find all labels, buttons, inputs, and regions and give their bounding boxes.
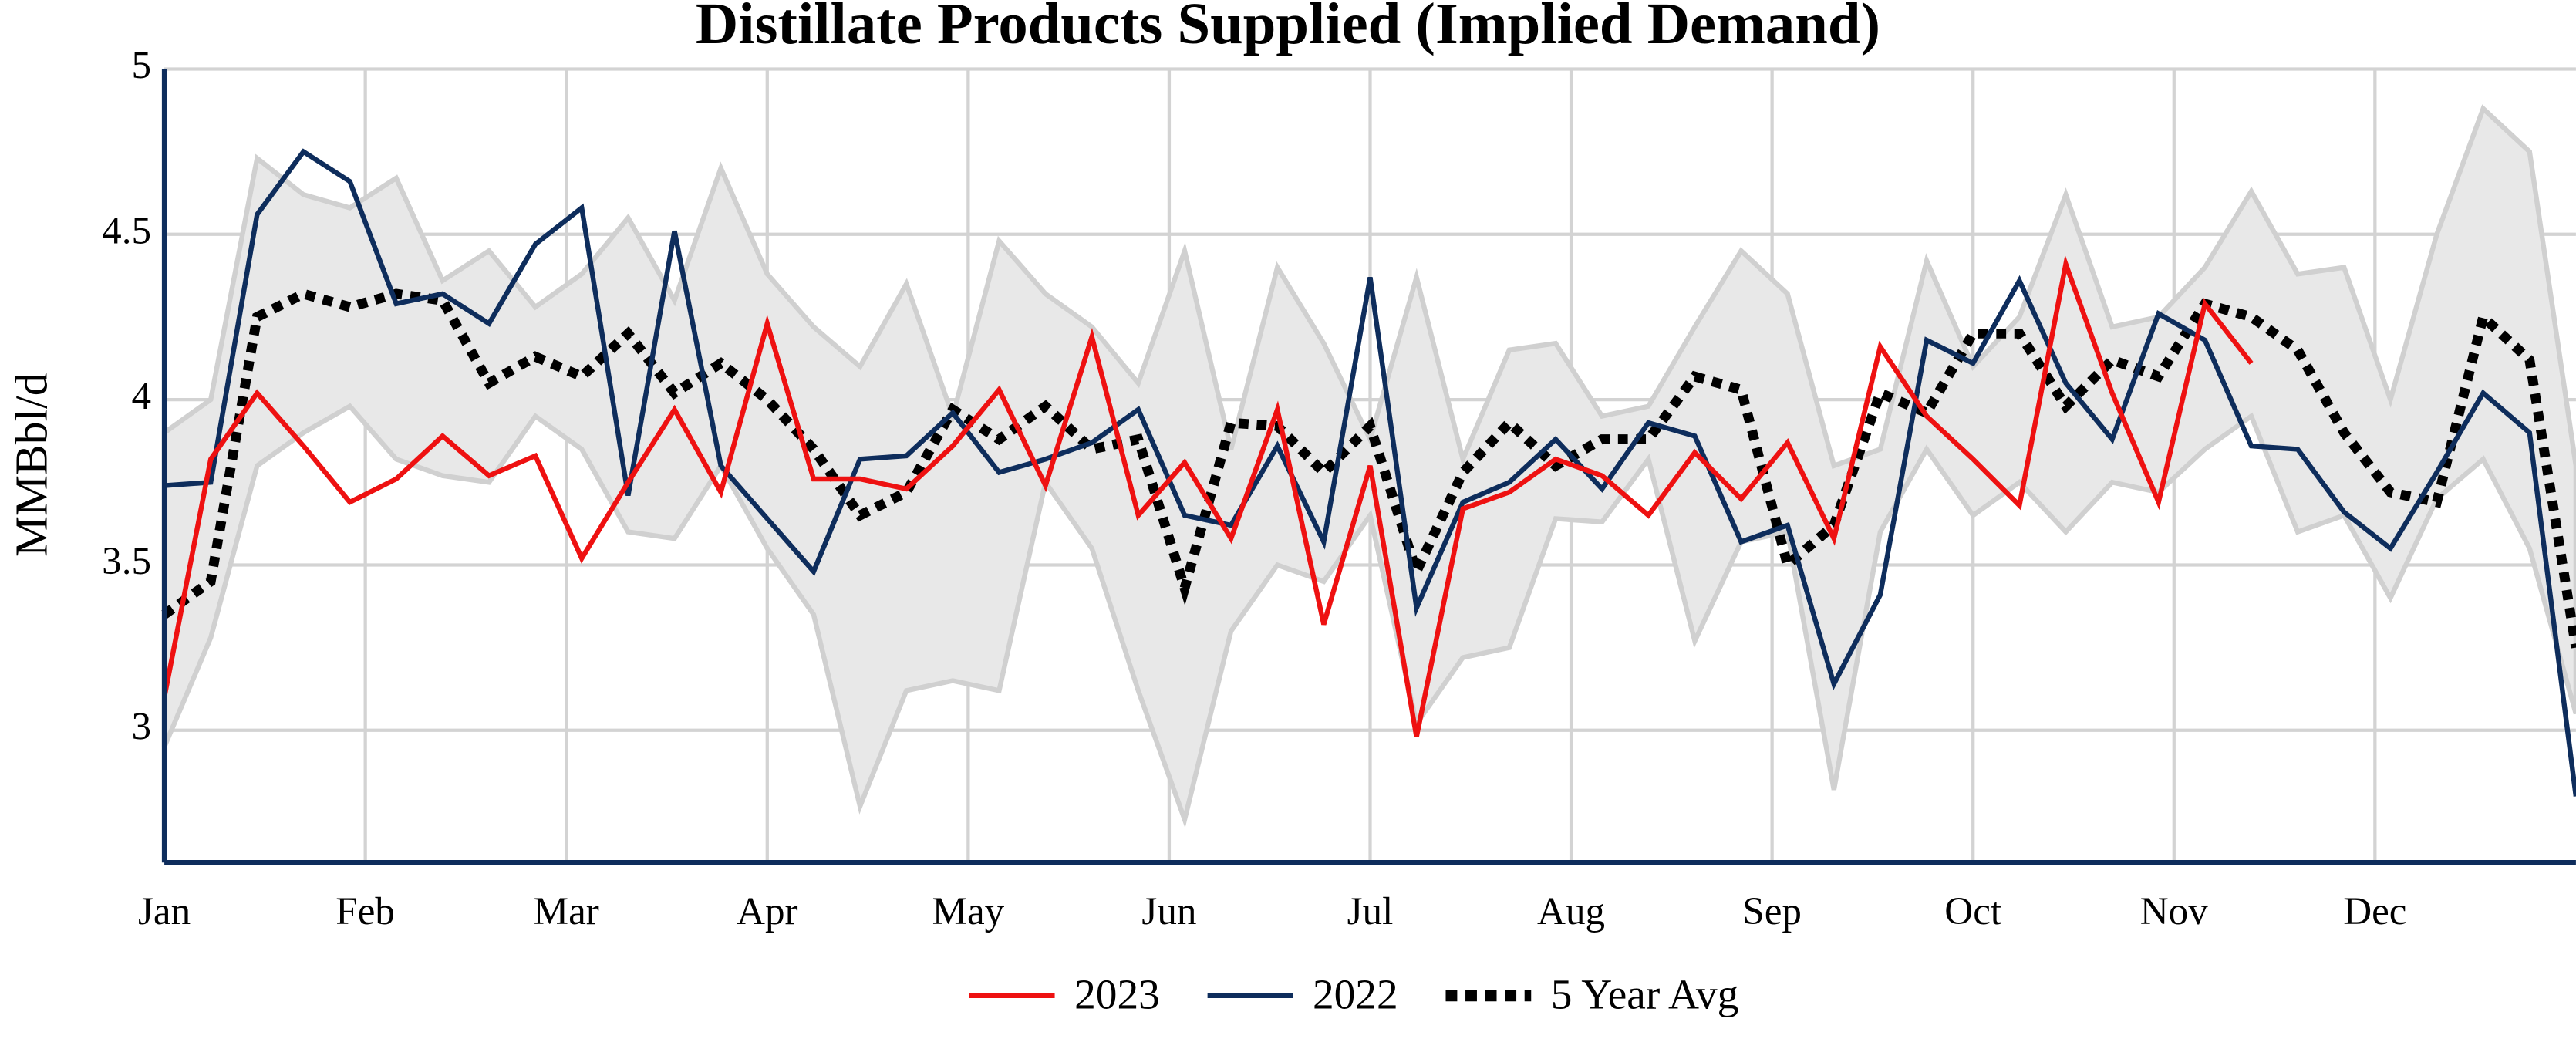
y-tick-label: 3	[131, 705, 151, 749]
series-line	[164, 148, 2576, 797]
x-tick-label: May	[932, 889, 1005, 933]
x-tick-label: Jun	[1141, 889, 1196, 933]
y-tick-label: 5	[131, 43, 151, 87]
x-tick-label: Jul	[1347, 889, 1394, 933]
chart-title: Distillate Products Supplied (Implied De…	[696, 0, 1880, 56]
x-tick-label: Apr	[737, 889, 797, 933]
x-tick-label: Sep	[1742, 889, 1802, 933]
y-tick-label: 4	[131, 374, 151, 418]
legend-label: 5 Year Avg	[1551, 971, 1739, 1018]
legend-label: 2023	[1074, 971, 1160, 1018]
x-tick-label: Feb	[335, 889, 395, 933]
legend-label: 2022	[1313, 971, 1398, 1018]
x-tick-label: Aug	[1537, 889, 1605, 933]
series-line	[161, 255, 2254, 737]
x-tick-label: Mar	[534, 889, 599, 933]
x-tick-label: Dec	[2343, 889, 2406, 933]
series-line	[161, 288, 2576, 649]
x-tick-label: Nov	[2140, 889, 2208, 933]
y-tick-label: 3.5	[102, 539, 151, 583]
y-axis-label: MMBbl/d	[6, 373, 57, 557]
x-tick-label: Oct	[1944, 889, 2001, 933]
x-tick-label: Jan	[138, 889, 191, 933]
y-tick-label: 4.5	[102, 209, 151, 253]
